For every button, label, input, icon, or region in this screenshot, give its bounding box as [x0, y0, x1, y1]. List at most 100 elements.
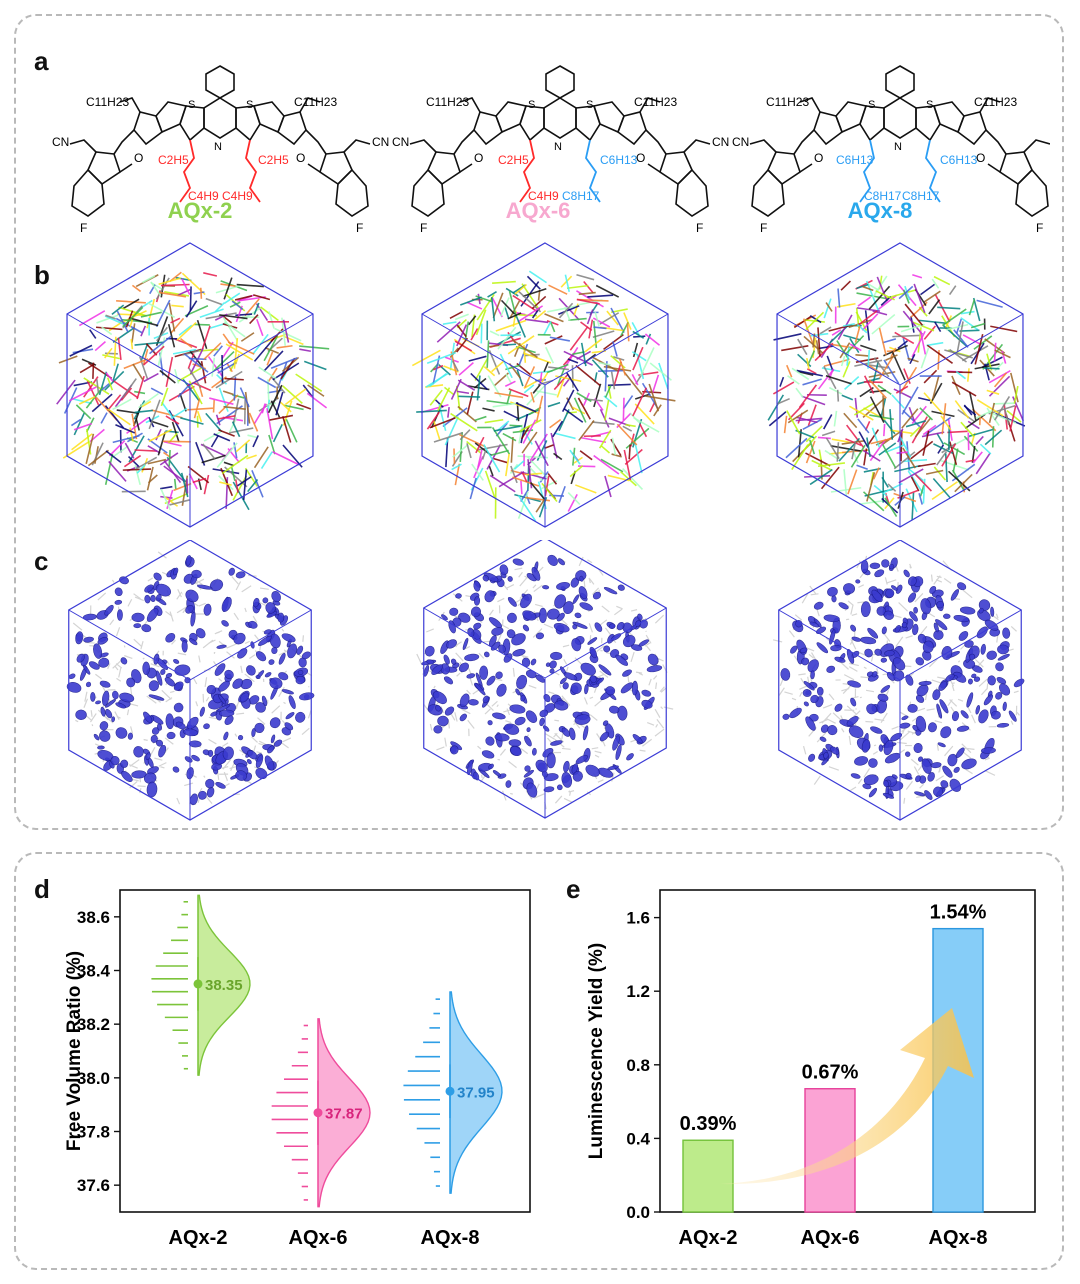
molecule-segment [218, 475, 234, 491]
molecule-segment [904, 285, 911, 301]
background-segment [601, 605, 610, 613]
free-volume-blob [462, 637, 469, 651]
molecule-segment [280, 357, 296, 380]
free-volume-blob [188, 740, 202, 748]
free-volume-blob [198, 790, 207, 800]
free-volume-blob [978, 709, 989, 724]
free-volume-blob [484, 590, 495, 603]
free-volume-blob [997, 653, 1010, 661]
molecule-segment [934, 321, 942, 333]
background-segment [917, 707, 926, 712]
free-volume-blob [468, 699, 479, 706]
background-segment [143, 739, 148, 741]
molecule-segment [824, 449, 839, 460]
chain-label: C2H5 [158, 153, 189, 167]
background-segment [799, 691, 803, 697]
free-volume-blob [903, 569, 910, 578]
molecule-segment [600, 445, 611, 454]
molecule-segment [217, 415, 236, 420]
background-segment [784, 691, 793, 695]
molecule-segment [809, 439, 816, 455]
molecule-segment [802, 418, 822, 431]
molecule-segment [806, 357, 810, 370]
free-volume-blob [299, 692, 315, 701]
free-volume-blob [467, 627, 475, 638]
free-volume-blob [295, 711, 306, 723]
molecule-segment [220, 283, 236, 287]
molecule-segment [282, 385, 303, 404]
background-segment [75, 719, 79, 723]
molecule-segment [798, 384, 818, 409]
molecule-segment [181, 278, 191, 296]
molecule-segment [96, 379, 100, 393]
molecule-segment [131, 284, 142, 293]
molecule-segment [645, 333, 652, 345]
molecule-segment [631, 322, 640, 336]
free-volume-blob [235, 571, 246, 579]
free-volume-blob [524, 765, 531, 772]
molecule-segment [213, 345, 223, 357]
free-volume-blob [834, 703, 843, 712]
background-segment [847, 600, 854, 606]
molecule-segment [306, 392, 328, 409]
molecule-segment [105, 450, 122, 464]
background-segment [307, 710, 312, 719]
molecule-segment [857, 418, 870, 434]
free-volume-blob [607, 765, 619, 771]
background-segment [974, 658, 984, 668]
molecule-segment [217, 361, 237, 374]
background-segment [937, 676, 946, 680]
background-segment [281, 628, 285, 632]
background-segment [226, 651, 235, 659]
free-volume-blob [808, 753, 816, 762]
free-volume-blob [146, 608, 159, 622]
molecule-segment [885, 354, 898, 362]
background-segment [569, 792, 571, 796]
molecule-segment [894, 331, 915, 345]
background-segment [91, 724, 94, 727]
free-volume-blob [270, 734, 276, 744]
molecule-segment [526, 275, 541, 290]
free-volume-blob [246, 665, 256, 676]
molecule-segment [458, 362, 474, 376]
molecule-segment [902, 409, 923, 429]
molecule-segment [75, 404, 92, 420]
free-volume-blob [285, 712, 295, 720]
free-volume-blob [955, 747, 965, 758]
molecule-segment [464, 321, 470, 341]
molecule-segment [123, 358, 149, 370]
molecule-segment [136, 464, 146, 474]
molecule-segment [897, 491, 904, 509]
background-segment [519, 576, 529, 587]
molecule-segment [188, 473, 198, 490]
molecule-segment [489, 330, 500, 337]
molecule-segment [211, 376, 227, 389]
free-volume-blob [958, 631, 969, 641]
molecule-segment [193, 382, 212, 392]
molecule-segment [432, 364, 444, 371]
free-volume-blob [199, 706, 205, 717]
molecule-segment [553, 432, 576, 440]
x-tick-label: AQx-2 [169, 1227, 228, 1249]
molecule-segment [530, 482, 546, 501]
background-segment [963, 751, 972, 759]
free-volume-blob [85, 681, 92, 688]
molecule-segment [632, 387, 648, 417]
molecule-segment [435, 399, 444, 408]
free-volume-blob [97, 745, 105, 750]
cube-edge [778, 609, 901, 681]
free-volume-blob [485, 736, 495, 746]
background-segment [214, 630, 223, 635]
background-segment [129, 686, 133, 696]
background-segment [843, 674, 855, 681]
molecule-segment [781, 344, 809, 352]
molecule-segment [106, 377, 114, 391]
f-label: F [760, 221, 767, 235]
background-segment [659, 686, 665, 693]
free-volume-blob [932, 689, 941, 701]
molecule-segment [213, 433, 231, 442]
molecule-segment [270, 357, 298, 369]
free-volume-blob [957, 582, 967, 591]
md-cube-2 [421, 242, 669, 528]
free-volume-blob [816, 642, 829, 654]
